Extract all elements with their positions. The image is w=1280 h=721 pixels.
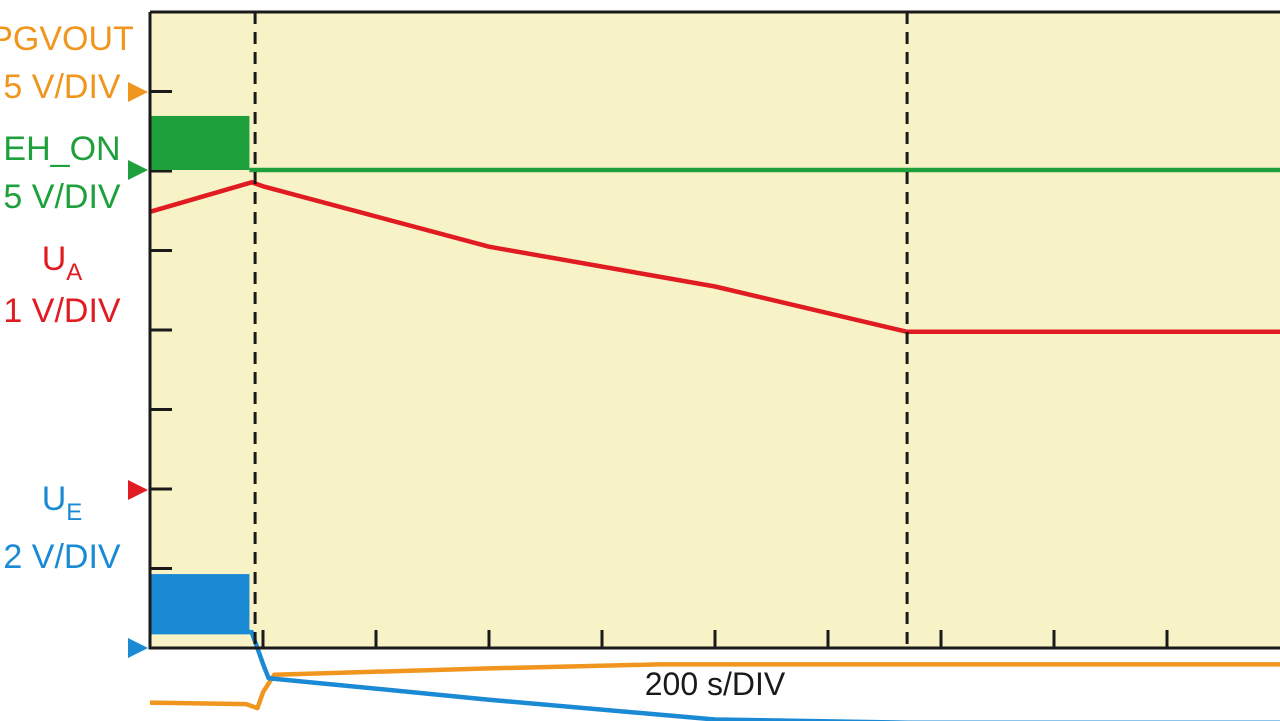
- traces: [149, 115, 1280, 721]
- pgvout-scale: 5 V/DIV: [3, 68, 120, 106]
- pgvout-ground-arrow: [128, 82, 148, 102]
- ue-label: UE: [42, 480, 83, 526]
- eh-on-burst: [150, 115, 250, 170]
- ue-scale: 2 V/DIV: [3, 538, 120, 576]
- plot-border: [148, 12, 1280, 650]
- ua-label: UA: [42, 240, 83, 286]
- ua-label-main: U: [42, 240, 67, 278]
- ua-label-subscript: A: [66, 259, 82, 286]
- x-axis-label: 200 s/DIV: [645, 666, 786, 702]
- axis-ticks: [150, 90, 1169, 648]
- ue-burst: [150, 574, 250, 633]
- pgvout-label: PGVOUT: [0, 20, 134, 58]
- eh-on-ground-arrow: [128, 160, 148, 180]
- ue-ground-arrow: [128, 638, 148, 658]
- cursor-markers: [253, 12, 909, 648]
- ue-label-subscript: E: [66, 499, 82, 526]
- ua-scale: 1 V/DIV: [3, 292, 120, 330]
- ue-trace: [150, 629, 1280, 721]
- ground-level-arrows: [128, 82, 148, 658]
- eh-on-label: EH_ON: [3, 130, 120, 168]
- ua-trace: [149, 180, 1280, 335]
- ua-ground-arrow: [128, 480, 148, 500]
- eh-on-scale: 5 V/DIV: [3, 178, 120, 216]
- ue-label-main: U: [42, 480, 67, 518]
- pgvout-trace: [149, 662, 1280, 711]
